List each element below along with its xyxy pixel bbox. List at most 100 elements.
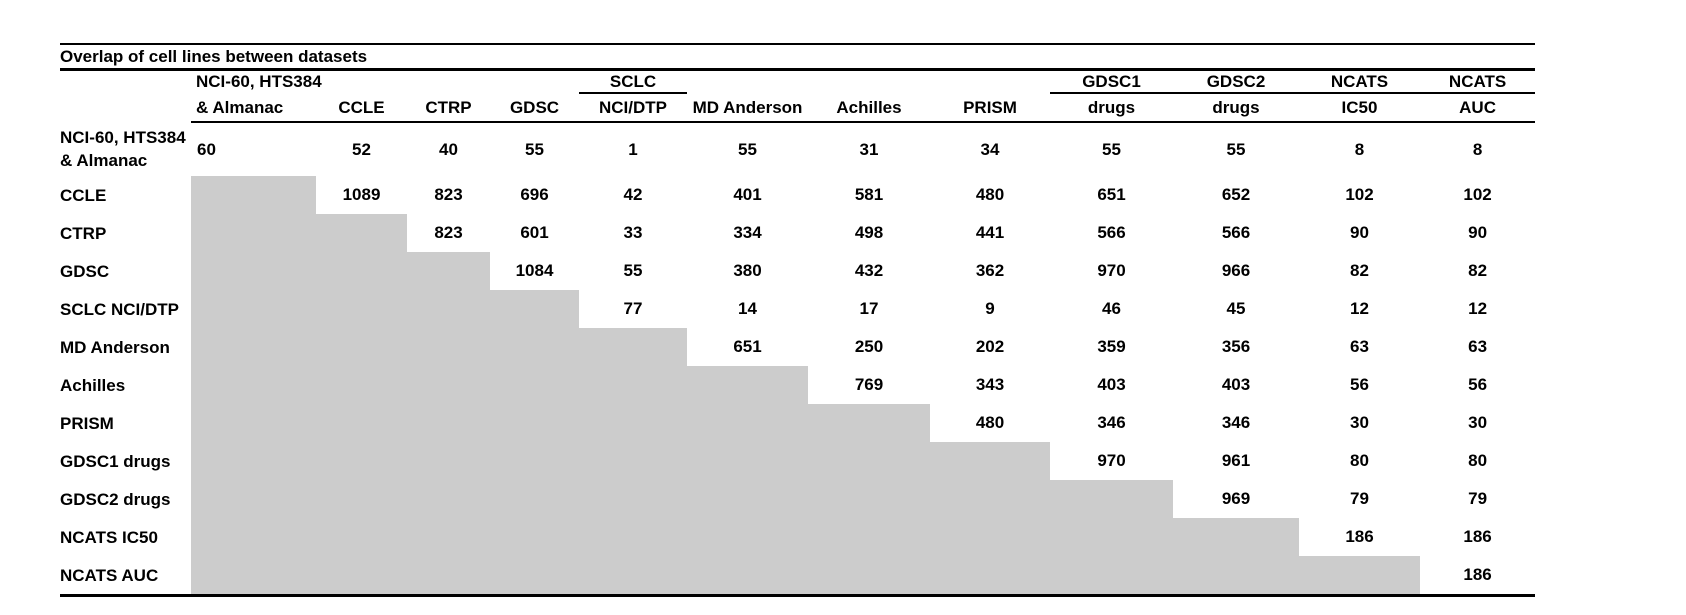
shaded-cell bbox=[579, 328, 687, 366]
column-header-top-line: NCATS bbox=[1420, 71, 1536, 94]
shaded-cell bbox=[316, 480, 407, 518]
row-label-line: CTRP bbox=[60, 223, 107, 243]
shaded-cell bbox=[407, 252, 490, 290]
row-label-line: NCATS AUC bbox=[60, 565, 159, 585]
row-label-line: PRISM bbox=[60, 413, 114, 433]
row-label: NCI-60, HTS384 & Almanac bbox=[60, 122, 191, 176]
row-label-line: MD Anderson bbox=[60, 337, 170, 357]
matrix-cell-prism-x-gdsc1-drugs: 346 bbox=[1097, 413, 1126, 432]
row-label: NCATS IC50 bbox=[60, 518, 191, 556]
column-header-ncats-ic50: NCATS IC50 bbox=[1299, 69, 1420, 123]
shaded-cell bbox=[316, 252, 407, 290]
column-header-bottom-line: drugs bbox=[1212, 97, 1260, 117]
matrix-cell-ccle-x-achilles: 581 bbox=[854, 185, 884, 204]
matrix-cell-nci60-hts384-almanac-x-ctrp: 40 bbox=[439, 139, 458, 159]
column-header-top-line bbox=[316, 71, 407, 94]
shaded-cell bbox=[579, 442, 687, 480]
table-row-achilles: Achilles 769 343 403 403 56 56 bbox=[60, 366, 1535, 404]
table-row-gdsc1-drugs: GDSC1 drugs 970 961 80 80 bbox=[60, 442, 1535, 480]
table-row-ccle: CCLE 1089 823 696 42 401 581 480 651 652 102 102 bbox=[60, 176, 1535, 214]
overlap-table-body: Overlap of cell lines between datasets NC… bbox=[60, 43, 1536, 597]
shaded-cell bbox=[930, 556, 1050, 597]
matrix-cell-gdsc1-drugs-x-ncats-auc: 80 bbox=[1468, 451, 1488, 470]
matrix-cell-achilles-x-prism: 343 bbox=[975, 375, 1005, 394]
matrix-cell-gdsc-x-gdsc: 1084 bbox=[515, 261, 554, 280]
row-label-line: & Almanac bbox=[60, 151, 148, 170]
shaded-cell bbox=[808, 404, 930, 442]
shaded-cell bbox=[490, 442, 579, 480]
matrix-cell-sclc-nci-dtp-x-ncats-ic50: 12 bbox=[1350, 299, 1369, 318]
matrix-cell-ccle-x-ncats-ic50: 102 bbox=[1345, 185, 1374, 204]
shaded-cell bbox=[687, 442, 808, 480]
matrix-cell-nci60-hts384-almanac-x-achilles: 31 bbox=[859, 139, 879, 159]
column-header-bottom-line: & Almanac bbox=[196, 97, 284, 117]
table-row-prism: PRISM 480 346 346 30 30 bbox=[60, 404, 1535, 442]
shaded-cell bbox=[687, 480, 808, 518]
shaded-cell bbox=[316, 442, 407, 480]
matrix-cell-nci60-hts384-almanac-x-gdsc1-drugs: 55 bbox=[1102, 139, 1121, 159]
column-header-nci60-hts384-almanac: NCI-60, HTS384 & Almanac bbox=[191, 69, 322, 123]
row-label: CCLE bbox=[60, 176, 191, 214]
shaded-cell bbox=[316, 328, 407, 366]
shaded-cell bbox=[407, 518, 490, 556]
matrix-cell-sclc-nci-dtp-x-gdsc1-drugs: 46 bbox=[1102, 299, 1121, 318]
shaded-cell bbox=[316, 290, 407, 328]
shaded-cell bbox=[407, 290, 490, 328]
shaded-cell bbox=[579, 556, 687, 597]
shaded-cell bbox=[687, 556, 808, 597]
table-row-gdsc: GDSC 1084 55 380 432 362 970 966 82 82 bbox=[60, 252, 1535, 290]
column-header-bottom-line: AUC bbox=[1459, 97, 1496, 117]
shaded-cell bbox=[316, 366, 407, 404]
table-row-nci60-hts384-almanac: NCI-60, HTS384 & Almanac 60 52 40 55 1 55 31 34 55… bbox=[60, 122, 1535, 176]
row-label-line: GDSC2 drugs bbox=[60, 489, 171, 509]
column-header-top-line bbox=[407, 71, 490, 94]
matrix-cell-achilles-x-gdsc1-drugs: 403 bbox=[1097, 375, 1126, 394]
shaded-cell bbox=[490, 556, 579, 597]
column-header-gdsc: GDSC bbox=[490, 69, 579, 123]
shaded-cell bbox=[808, 518, 930, 556]
matrix-cell-prism-x-gdsc2-drugs: 346 bbox=[1221, 413, 1251, 432]
row-label: GDSC1 drugs bbox=[60, 442, 191, 480]
matrix-cell-md-anderson-x-prism: 202 bbox=[975, 337, 1005, 356]
shaded-cell bbox=[490, 366, 579, 404]
shaded-cell bbox=[191, 366, 316, 404]
shaded-cell bbox=[808, 442, 930, 480]
shaded-cell bbox=[808, 556, 930, 597]
shaded-cell bbox=[930, 480, 1050, 518]
shaded-cell bbox=[191, 518, 316, 556]
column-header-top-line: SCLC bbox=[579, 71, 687, 94]
shaded-cell bbox=[407, 556, 490, 597]
matrix-cell-gdsc-x-ncats-auc: 82 bbox=[1468, 261, 1488, 280]
row-label: GDSC bbox=[60, 252, 191, 290]
table-title: Overlap of cell lines between datasets bbox=[60, 43, 1536, 71]
column-header-gdsc2-drugs: GDSC2 drugs bbox=[1173, 69, 1299, 123]
shaded-cell bbox=[687, 366, 808, 404]
matrix-cell-gdsc2-drugs-x-gdsc2-drugs: 969 bbox=[1221, 489, 1251, 508]
shaded-cell bbox=[930, 518, 1050, 556]
table-row-md-anderson: MD Anderson 651 250 202 359 356 63 63 bbox=[60, 328, 1535, 366]
row-label-line: NCI-60, HTS384 bbox=[60, 128, 186, 147]
row-label: GDSC2 drugs bbox=[60, 480, 191, 518]
matrix-cell-gdsc1-drugs-x-gdsc1-drugs: 970 bbox=[1097, 451, 1126, 470]
shaded-cell bbox=[407, 480, 490, 518]
shaded-cell bbox=[1173, 518, 1299, 556]
matrix-cell-gdsc-x-achilles: 432 bbox=[854, 261, 884, 280]
row-label-line: Achilles bbox=[60, 375, 126, 395]
row-label-header-empty bbox=[60, 70, 191, 123]
shaded-cell bbox=[191, 404, 316, 442]
shaded-cell bbox=[930, 442, 1050, 480]
shaded-cell bbox=[687, 518, 808, 556]
column-header-top-line: NCI-60, HTS384 bbox=[196, 71, 322, 91]
row-label: SCLC NCI/DTP bbox=[60, 290, 191, 328]
row-label: PRISM bbox=[60, 404, 191, 442]
matrix-cell-prism-x-ncats-ic50: 30 bbox=[1350, 413, 1369, 432]
matrix-cell-gdsc2-drugs-x-ncats-auc: 79 bbox=[1468, 489, 1488, 508]
column-header-achilles: Achilles bbox=[808, 69, 930, 123]
shaded-cell bbox=[191, 290, 316, 328]
matrix-cell-achilles-x-achilles: 769 bbox=[854, 375, 884, 394]
shaded-cell bbox=[490, 404, 579, 442]
matrix-cell-md-anderson-x-achilles: 250 bbox=[854, 337, 884, 356]
matrix-cell-achilles-x-ncats-auc: 56 bbox=[1468, 375, 1488, 394]
matrix-cell-gdsc1-drugs-x-ncats-ic50: 80 bbox=[1350, 451, 1369, 470]
